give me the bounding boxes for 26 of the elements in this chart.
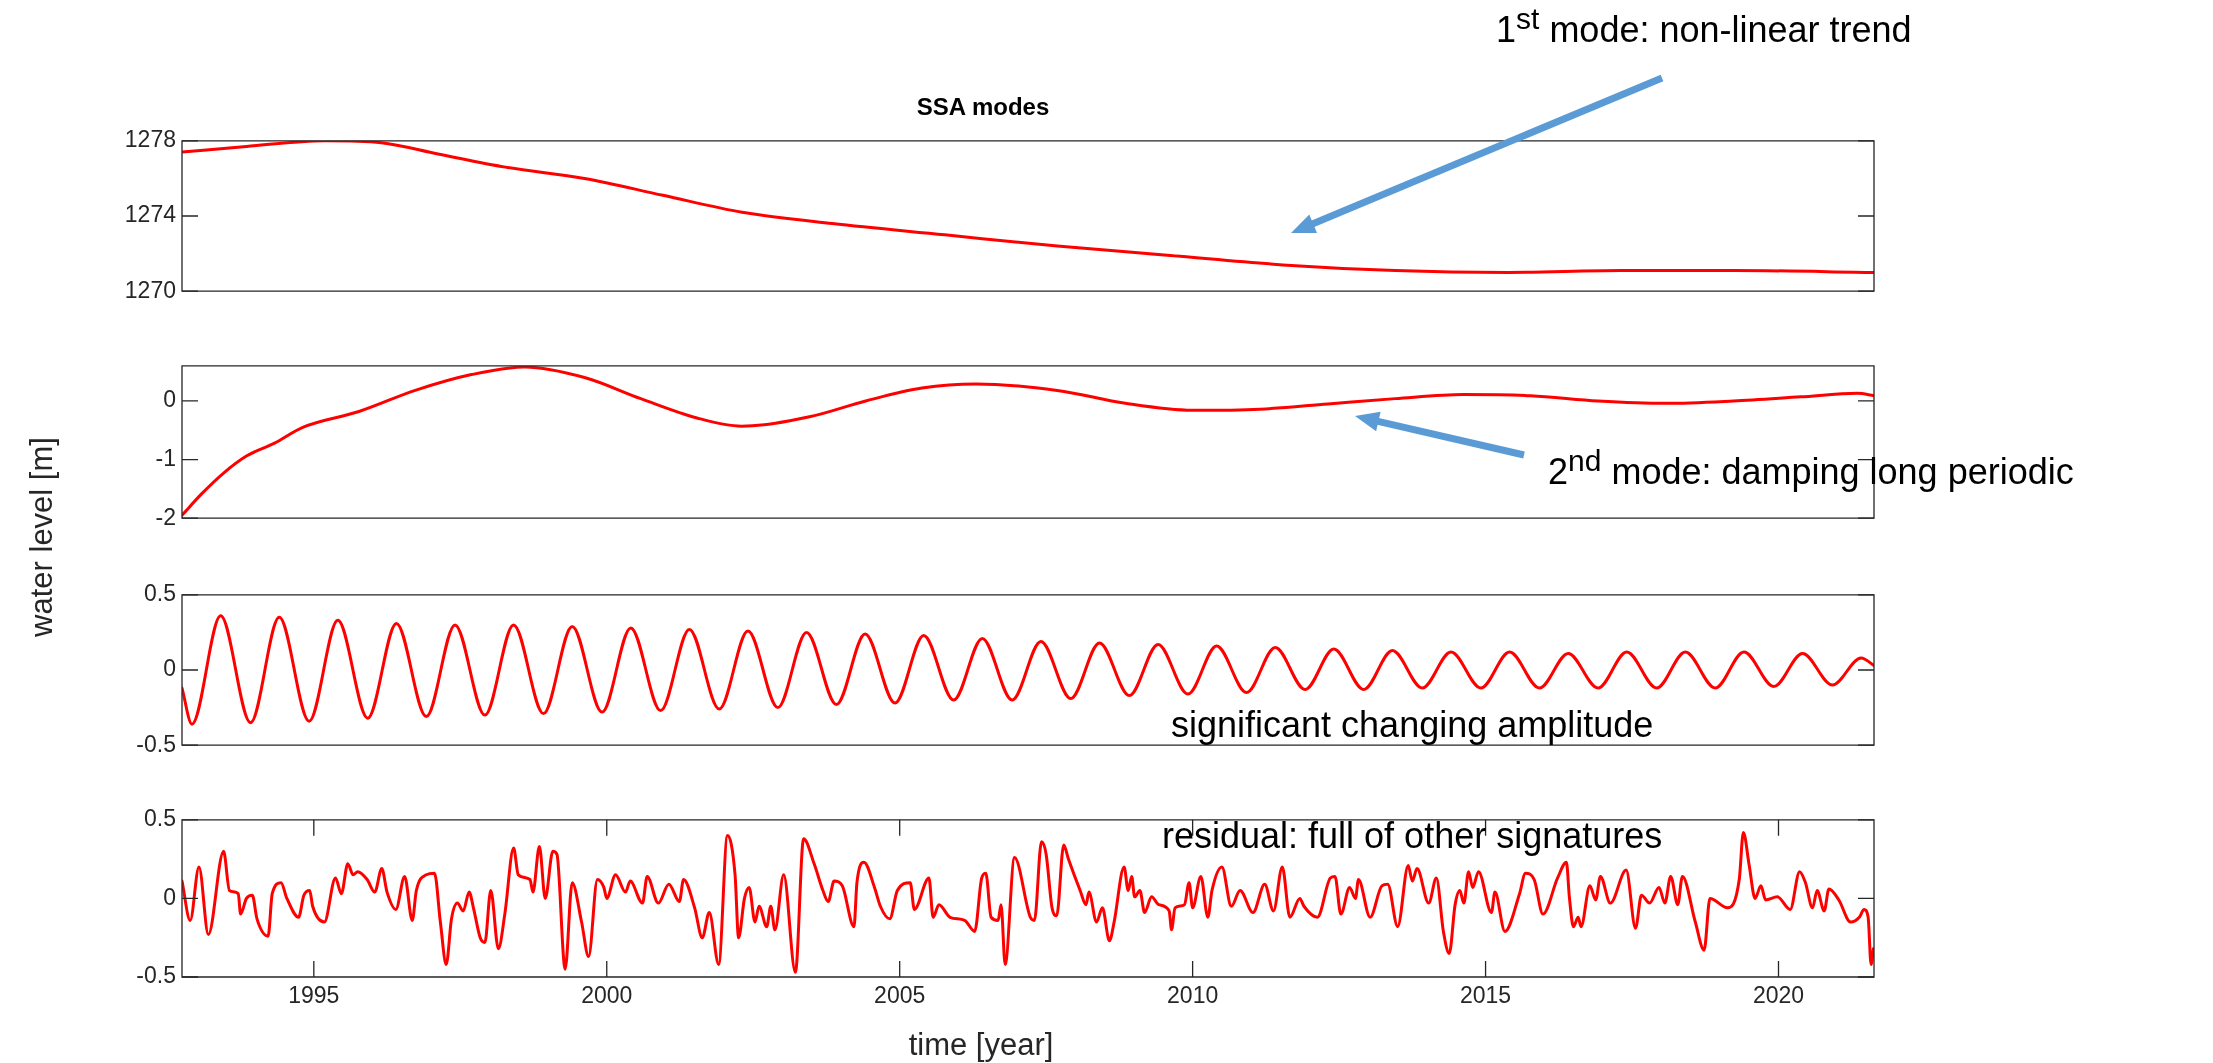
y-tick-label: 1278 bbox=[124, 126, 176, 153]
y-tick-label: -2 bbox=[155, 503, 176, 530]
line-series bbox=[182, 140, 1874, 274]
chart-title: SSA modes bbox=[916, 93, 1050, 121]
y-tick-label: -0.5 bbox=[136, 730, 176, 757]
x-tick-label: 2015 bbox=[1459, 982, 1512, 1009]
y-tick-label: 0 bbox=[163, 386, 176, 413]
text: 1$^{st}$ mode: non-linear trend bbox=[1496, 2, 1912, 51]
y-tick-label: 0 bbox=[163, 655, 176, 682]
x-tick-label: 2005 bbox=[874, 982, 926, 1009]
x-tick-label: 2010 bbox=[1167, 982, 1219, 1009]
y-tick-label: -0.5 bbox=[136, 962, 176, 989]
x-axis-title: time [year] bbox=[908, 1027, 1054, 1063]
line-series bbox=[182, 365, 1874, 517]
annotation: residual: full of other signatures bbox=[1162, 815, 1663, 857]
y-tick-label: 0.5 bbox=[144, 580, 176, 607]
y-tick-label: 1270 bbox=[124, 276, 176, 303]
y-tick-label: 0 bbox=[163, 883, 176, 910]
x-tick-label: 1995 bbox=[288, 982, 340, 1009]
y-tick-label: 0.5 bbox=[144, 805, 176, 832]
y-axis-title: water level [m] bbox=[24, 437, 60, 637]
x-tick-label: 2020 bbox=[1752, 982, 1805, 1009]
x-tick-label: 2000 bbox=[581, 982, 633, 1009]
annotation: significant changing amplitude bbox=[1171, 704, 1654, 746]
y-tick-label: -1 bbox=[155, 444, 176, 471]
y-tick-label: 1274 bbox=[124, 201, 177, 228]
